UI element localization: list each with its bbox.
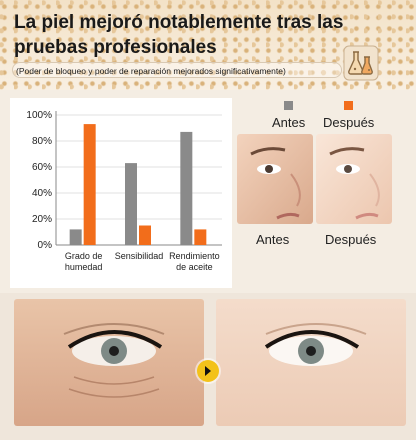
- photo-caption-after: Después: [325, 232, 377, 247]
- x-tick-label: humedad: [65, 262, 103, 272]
- y-tick-label: 0%: [38, 240, 53, 251]
- x-tick-label: de aceite: [176, 262, 213, 272]
- photo-before-eye: [14, 299, 204, 426]
- legend-before: Antes: [272, 100, 305, 130]
- bar-after: [83, 124, 96, 245]
- arrow-right-icon: [197, 360, 219, 382]
- photo-caption-before: Antes: [256, 232, 290, 247]
- bar-before: [69, 229, 82, 245]
- bar-before: [125, 163, 137, 245]
- legend-swatch-before: [284, 101, 294, 110]
- bar-before: [180, 131, 193, 245]
- photo-after-face: [316, 134, 392, 224]
- chart-card: 100% 80% 60% 40% 20% 0% Grado de humedad Sensibi…: [10, 98, 232, 288]
- flask-icon: [343, 45, 379, 81]
- subtitle: (Poder de bloqueo y poder de reparación …: [12, 62, 342, 78]
- legend-after: Después: [323, 100, 374, 130]
- bar-after: [139, 225, 151, 245]
- legend-label-before: Antes: [272, 115, 306, 130]
- page-title: La piel mejoró notablemente tras las pru…: [14, 12, 344, 58]
- y-tick-label: 80%: [32, 136, 52, 147]
- y-tick-label: 100%: [26, 110, 52, 121]
- legend-swatch-after: [344, 101, 354, 110]
- photo-after-eye: [216, 299, 406, 426]
- y-tick-label: 40%: [32, 188, 52, 199]
- y-tick-label: 20%: [32, 214, 52, 225]
- photo-before-face: [237, 134, 313, 224]
- x-tick-label: Grado de: [65, 251, 103, 261]
- legend-label-after: Después: [323, 115, 375, 130]
- bar-after: [194, 229, 207, 245]
- x-tick-label: Sensibilidad: [115, 251, 164, 261]
- y-tick-label: 60%: [32, 162, 52, 173]
- x-tick-label: Rendimiento: [169, 251, 220, 261]
